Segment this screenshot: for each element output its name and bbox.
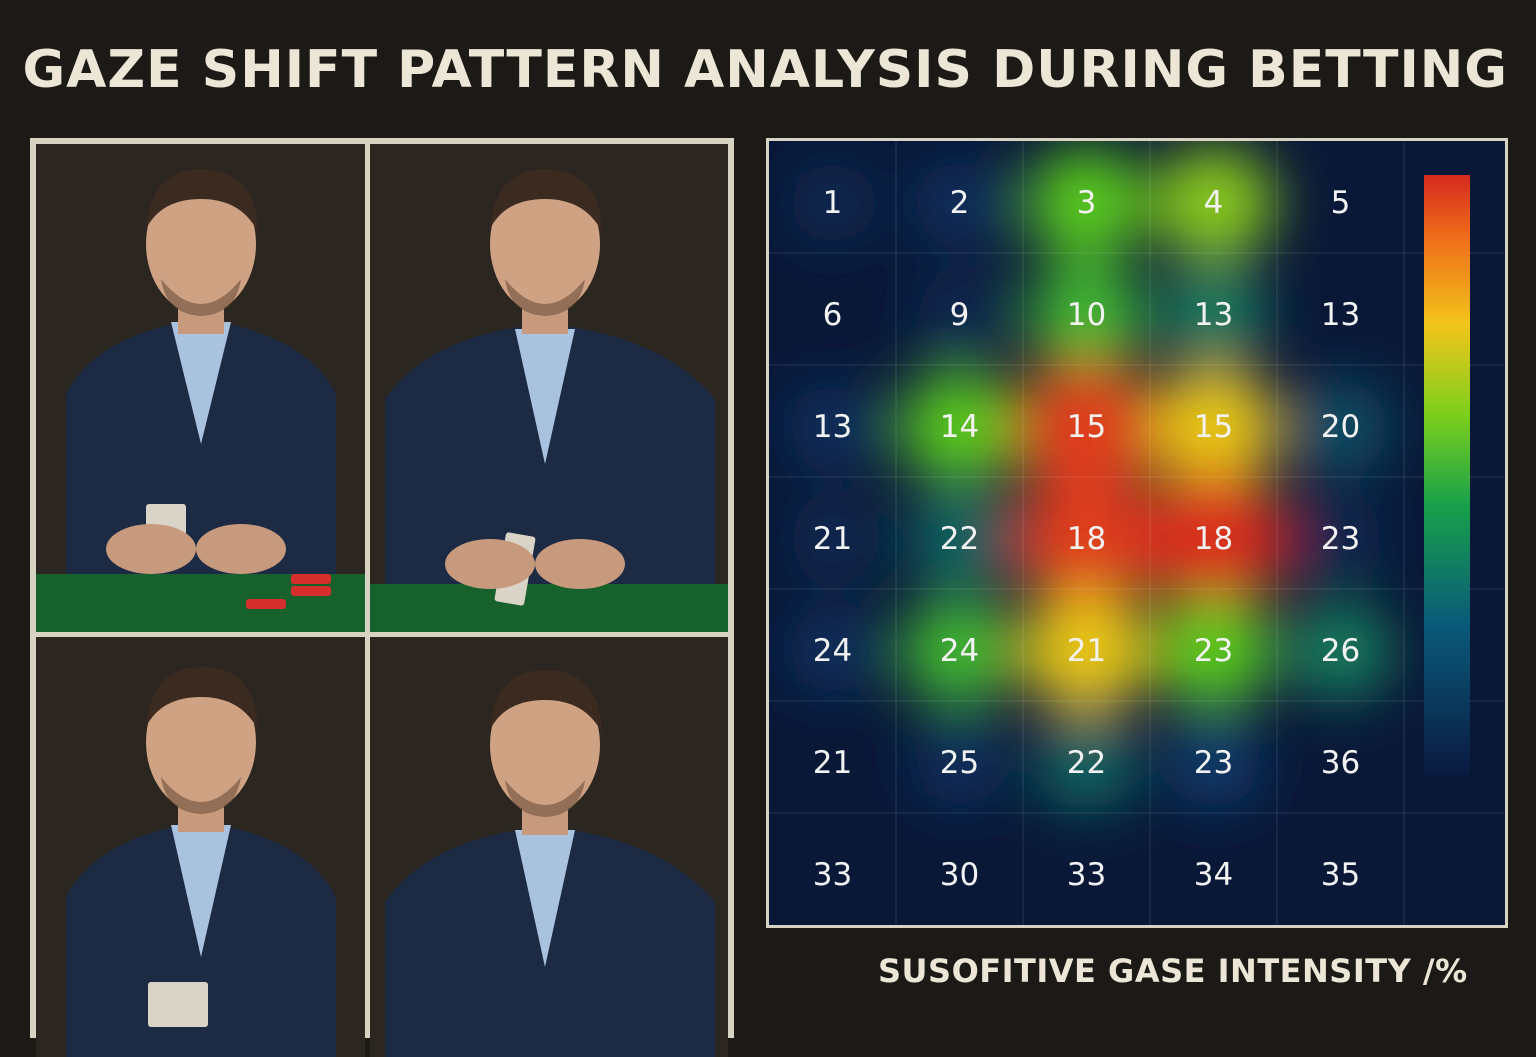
photo-player-looking-at-cards: [36, 144, 365, 632]
cell-label: 35: [1321, 857, 1360, 893]
heat-blob: [902, 598, 1017, 704]
cell-label: 15: [1194, 409, 1233, 445]
heat-blob: [1022, 592, 1151, 710]
page-title: GAZE SHIFT PATTERN ANALYSIS DURING BETTI…: [22, 40, 1508, 100]
colorbar: [1424, 175, 1470, 775]
heat-blob: [789, 498, 876, 580]
cell-label: 33: [813, 857, 852, 893]
heat-blob: [1161, 266, 1266, 364]
cell-label: 21: [813, 521, 852, 557]
cell-label: 22: [1067, 745, 1106, 781]
cell-label: 3: [1077, 185, 1097, 221]
cell-label: 24: [813, 633, 852, 669]
cell-label: 34: [1194, 857, 1233, 893]
heat-blob: [914, 160, 1005, 246]
cell-label: 21: [1067, 633, 1106, 669]
heat-blob: [1036, 716, 1137, 810]
heat-blob: [1149, 368, 1278, 486]
cell-label: 24: [940, 633, 979, 669]
photo-player-looking-down: [36, 637, 365, 1057]
cell-label: 13: [813, 409, 852, 445]
heat-blob: [1029, 262, 1144, 368]
heat-blob: [909, 492, 1010, 586]
heat-blob: [1139, 471, 1288, 607]
cell-label: 33: [1067, 857, 1106, 893]
heat-blob: [914, 720, 1005, 806]
heat-blob: [1154, 596, 1273, 706]
heat-blob: [787, 384, 878, 470]
heat-blob: [916, 274, 1003, 356]
cell-label: 21: [813, 745, 852, 781]
heat-blob: [787, 608, 878, 694]
cell-label: 26: [1321, 633, 1360, 669]
heat-blob: [1291, 381, 1390, 473]
cell-label: 9: [950, 297, 970, 333]
cell-label: 10: [1067, 297, 1106, 333]
heatmap-caption: SUSOFITIVE GASE INTENSITY /%: [878, 952, 1468, 990]
cell-label: 18: [1194, 521, 1233, 557]
cell-label: 14: [940, 409, 979, 445]
photo-player-looking-forward: [370, 637, 728, 1057]
heat-blob: [1166, 719, 1261, 807]
heat-blob: [789, 162, 876, 244]
heat-blob: [1297, 498, 1384, 580]
heat-blob: [1013, 360, 1160, 494]
cell-label: 4: [1204, 185, 1224, 221]
cell-label: 15: [1067, 409, 1106, 445]
cell-label: 20: [1321, 409, 1360, 445]
cell-label: 30: [940, 857, 979, 893]
cell-label: 13: [1194, 297, 1233, 333]
heat-blob: [900, 372, 1019, 482]
cell-label: 1: [823, 185, 843, 221]
heat-blob: [1288, 602, 1393, 700]
gaze-heatmap: 1 2 3 4 5 6 9 10 13 13 13 14 15 15 20 21 22 18 18 23 24 24 21 2…: [766, 138, 1508, 928]
cell-label: 25: [940, 745, 979, 781]
photo-grid: [30, 138, 734, 1057]
cell-label: 23: [1321, 521, 1360, 557]
cell-label: 36: [1321, 745, 1360, 781]
heat-blob: [1027, 148, 1146, 258]
cell-label: 13: [1321, 297, 1360, 333]
cell-label: 22: [940, 521, 979, 557]
heat-blob: [1152, 147, 1275, 259]
cell-label: 2: [950, 185, 970, 221]
cell-label: 18: [1067, 521, 1106, 557]
cell-label: 23: [1194, 745, 1233, 781]
cell-label: 6: [823, 297, 843, 333]
photo-player-looking-up: [370, 144, 728, 632]
cell-label: 23: [1194, 633, 1233, 669]
heat-blob: [1013, 472, 1160, 606]
cell-label: 5: [1331, 185, 1351, 221]
